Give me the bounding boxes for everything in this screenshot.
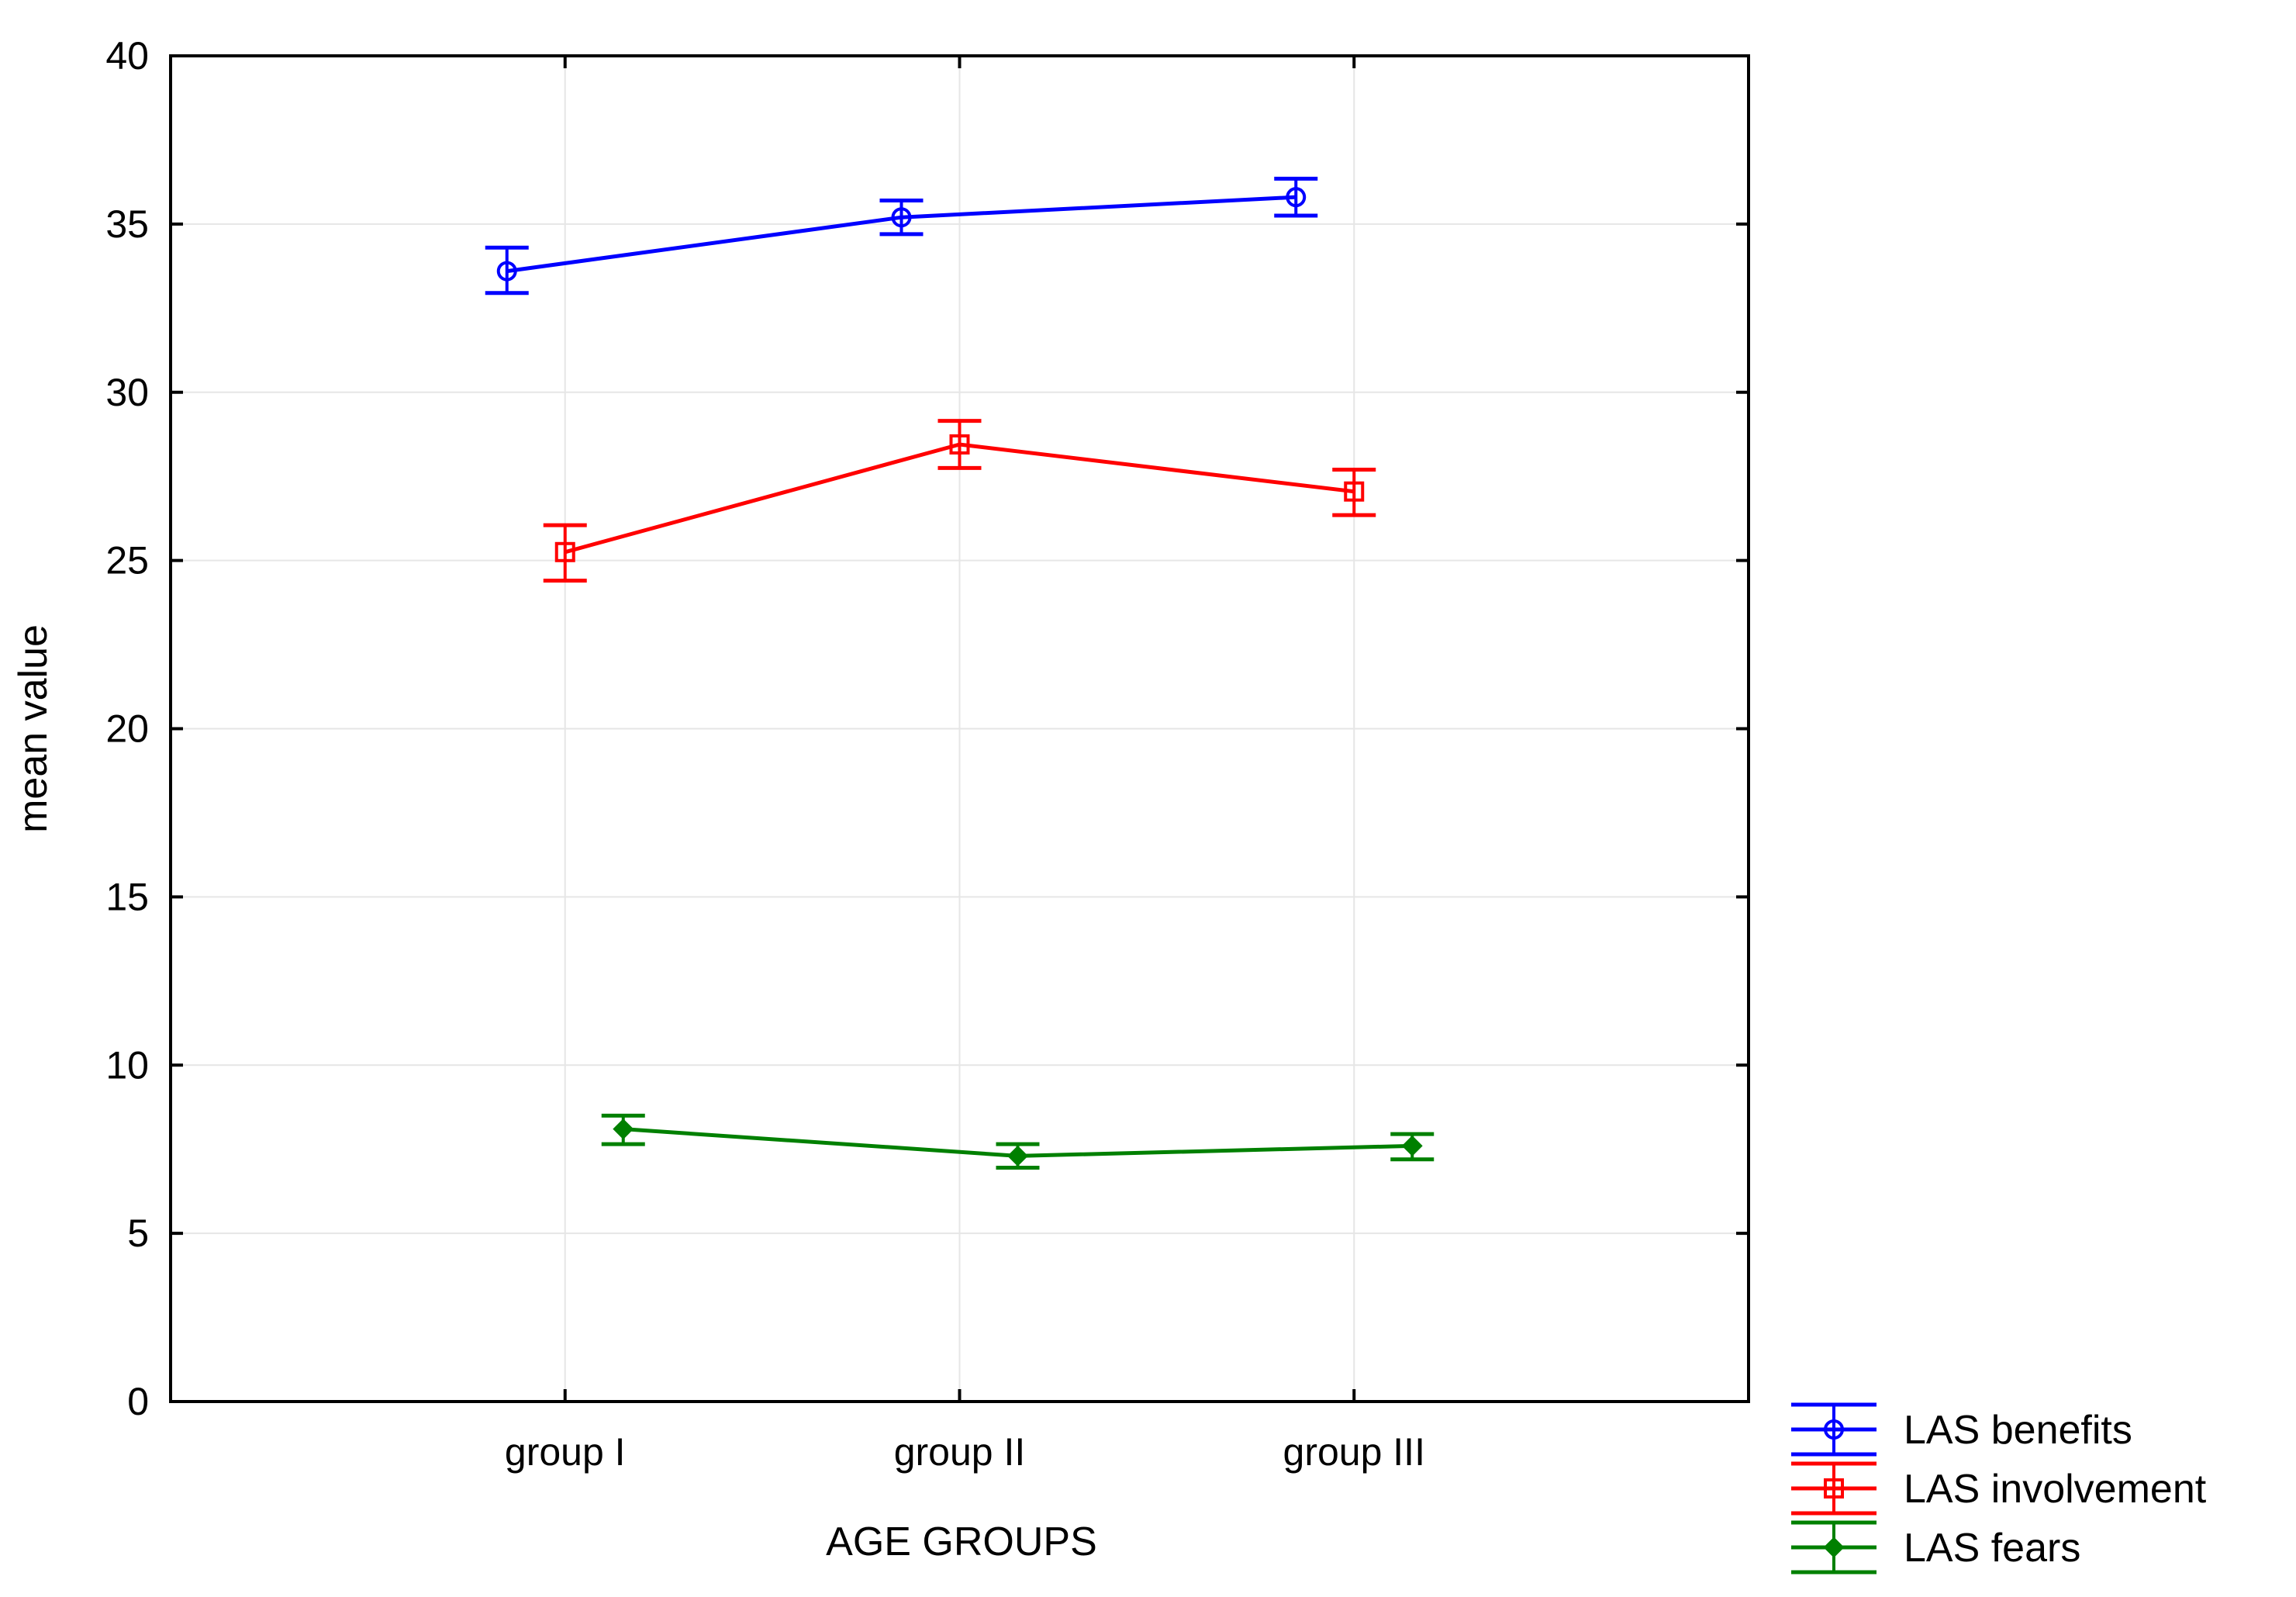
axes: 0 5 10 15 20 25 30 35 40 group I group II group III <box>105 34 1749 1474</box>
plot-marks <box>485 176 1435 1170</box>
x-axis-title: AGE GROUPS <box>826 1519 1097 1564</box>
legend-marker <box>1823 1537 1845 1558</box>
y-axis-title: mean value <box>11 624 56 833</box>
legend-entry: LAS fears <box>1791 1520 2080 1575</box>
y-tick-label: 35 <box>105 202 149 246</box>
series-las-fears <box>601 1113 1435 1170</box>
y-tick-label: 30 <box>105 371 149 414</box>
legend-entry: LAS benefits <box>1791 1402 2132 1457</box>
legend-marker <box>1824 1419 1844 1440</box>
data-point <box>891 207 912 228</box>
y-tick-label: 15 <box>105 875 149 918</box>
legend-label: LAS fears <box>1904 1526 2080 1571</box>
data-point <box>1007 1145 1028 1167</box>
data-point <box>1401 1135 1423 1156</box>
y-tick-label: 40 <box>105 34 149 78</box>
data-point <box>613 1118 634 1140</box>
y-tick-label: 20 <box>105 707 149 751</box>
y-tick-label: 25 <box>105 539 149 582</box>
y-tick-label: 5 <box>127 1212 149 1255</box>
data-point <box>1344 481 1365 502</box>
x-tick-label: group I <box>505 1430 626 1474</box>
data-point <box>496 261 517 282</box>
legend-label: LAS benefits <box>1904 1408 2132 1453</box>
grid <box>171 55 1749 1402</box>
legend: LAS benefits LAS involvement LAS fears <box>1791 1402 2207 1575</box>
y-tick-label: 10 <box>105 1043 149 1087</box>
legend-marker <box>1824 1478 1844 1498</box>
x-tick-label: group III <box>1283 1430 1425 1474</box>
legend-entry: LAS involvement <box>1791 1461 2207 1516</box>
y-tick-label: 0 <box>127 1380 149 1423</box>
series-las-benefits <box>485 176 1318 296</box>
data-point <box>949 434 970 455</box>
x-tick-label: group II <box>894 1430 1026 1474</box>
legend-label: LAS involvement <box>1904 1467 2207 1512</box>
data-point <box>554 541 575 562</box>
data-point <box>1286 187 1307 208</box>
series-las-involvement <box>543 419 1376 583</box>
